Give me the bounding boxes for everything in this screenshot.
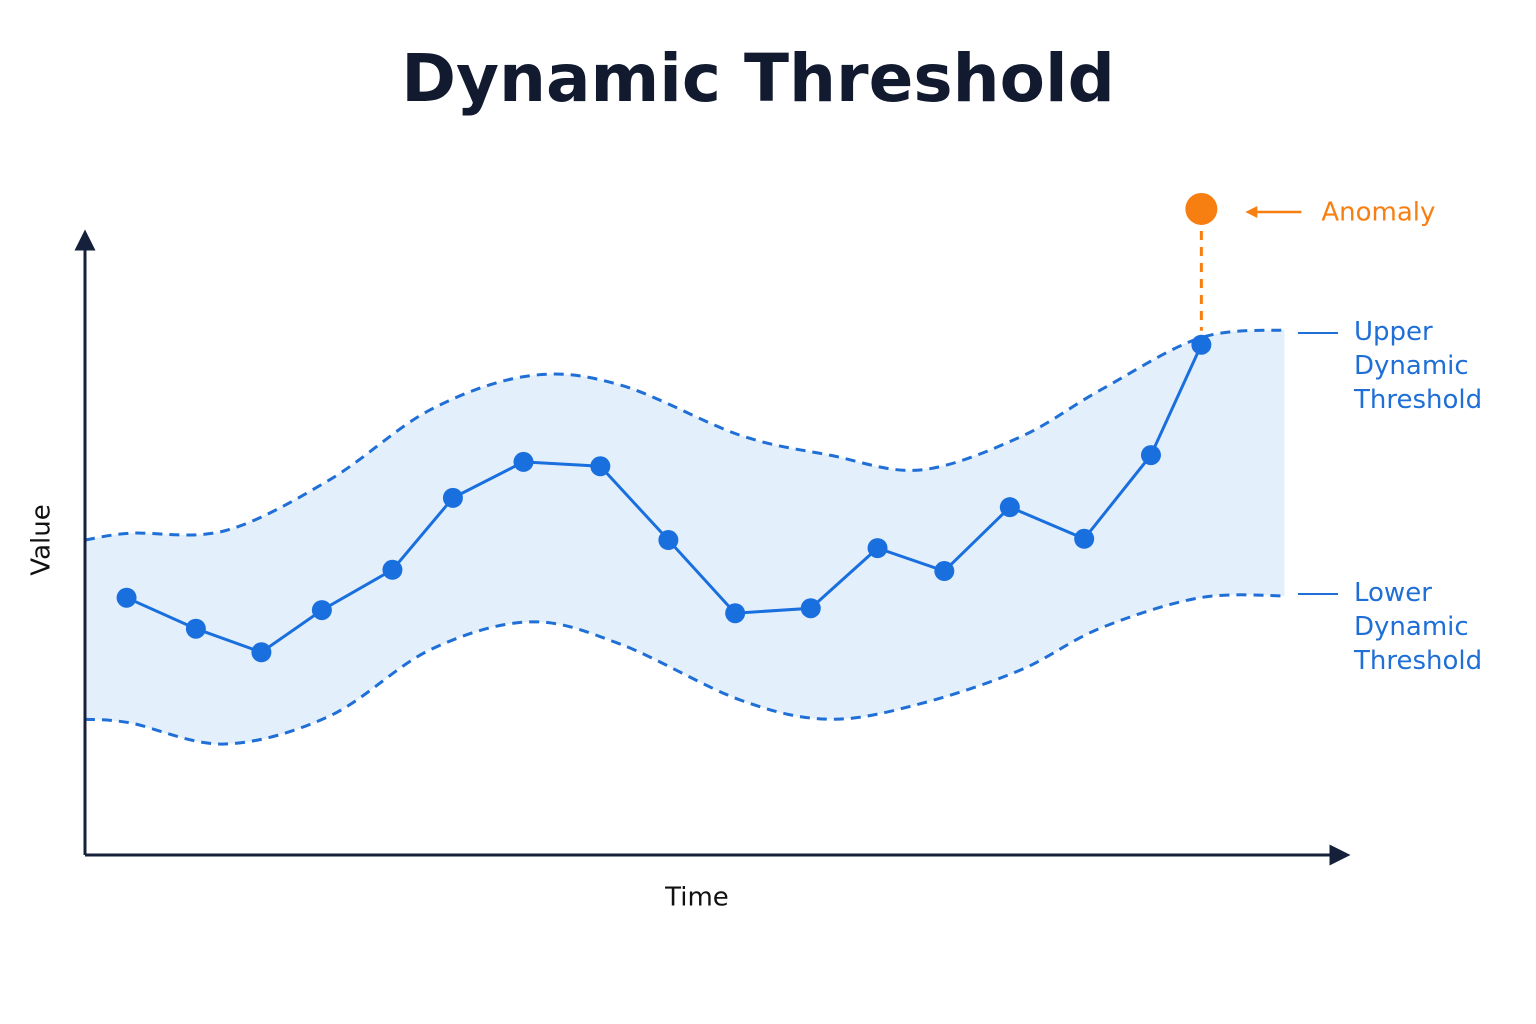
data-point: [116, 587, 137, 608]
data-point: [1074, 528, 1095, 549]
data-point: [311, 600, 332, 621]
data-point: [382, 559, 403, 580]
data-point: [251, 642, 272, 663]
data-point: [1140, 445, 1161, 466]
x-axis-label: Time: [664, 883, 729, 913]
data-point: [725, 603, 746, 624]
data-point: [658, 530, 679, 551]
data-point: [800, 598, 821, 619]
data-point: [934, 561, 955, 582]
anomaly-label: Anomaly: [1321, 197, 1435, 227]
anomaly-point: [1185, 192, 1218, 225]
data-point: [999, 497, 1020, 518]
data-point: [513, 451, 534, 472]
lower-threshold: [84, 593, 1285, 746]
lower-label: Lower Dynamic Threshold: [1354, 578, 1483, 676]
data-point: [185, 618, 206, 639]
anomaly-arrow-head: [1245, 205, 1258, 218]
upper-label: Upper Dynamic Threshold: [1354, 317, 1483, 415]
y-axis-label: Value: [27, 504, 57, 575]
data-point: [867, 538, 888, 559]
data-point: [590, 456, 611, 477]
upper-threshold: [84, 328, 1285, 542]
data-point: [1191, 334, 1212, 355]
threshold-band: [85, 329, 1285, 745]
chart-title: Dynamic Threshold: [401, 40, 1115, 117]
data-point: [442, 487, 463, 508]
